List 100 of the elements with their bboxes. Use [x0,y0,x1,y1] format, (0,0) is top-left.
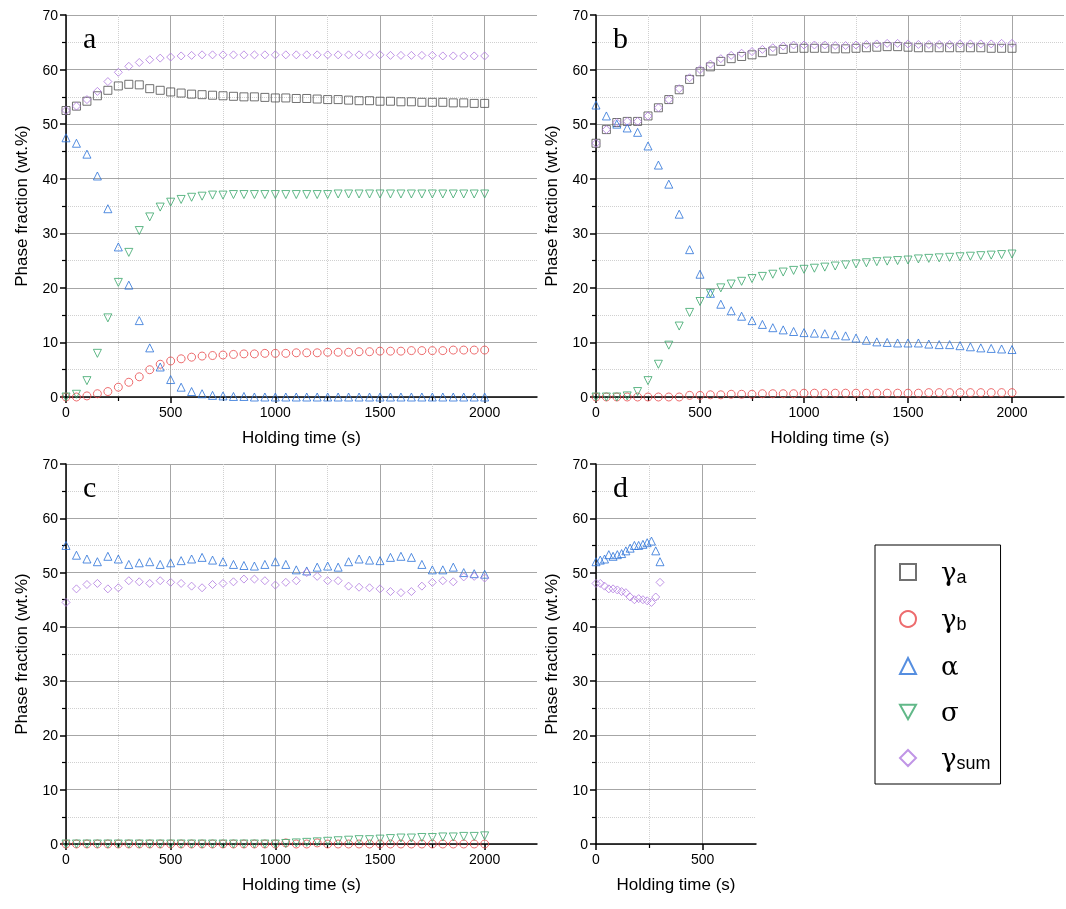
point [249,392,259,402]
point [187,50,197,60]
point [861,335,871,345]
y-tick-label: 70 [572,456,589,472]
point [176,556,186,566]
y-tick-label: 10 [42,781,59,798]
y-tick-label: 50 [42,564,59,581]
legend-label: γa [941,557,968,587]
y-axis-title: Phase fraction (wt.%) [12,573,31,735]
point [82,149,92,159]
point [934,39,944,49]
point [124,559,134,569]
point [312,94,322,104]
point [365,583,375,593]
point [249,349,259,359]
point [459,572,469,582]
point [955,43,965,53]
point [934,340,944,350]
point [124,79,134,89]
point [166,52,176,62]
point [726,54,736,64]
point [427,189,437,199]
point [92,578,102,588]
point [653,359,663,369]
point [882,42,892,52]
point [354,189,364,199]
point [997,344,1007,354]
point [427,577,437,587]
point [427,97,437,107]
point [913,338,923,348]
point [365,835,375,845]
point [945,39,955,49]
point [469,839,479,849]
point [365,189,375,199]
point [642,596,652,606]
chart-title: a [83,20,97,54]
point [260,348,270,358]
point [809,328,819,338]
point [459,189,469,199]
point [986,43,996,53]
point [406,189,416,199]
point [634,540,644,550]
x-tick-label: 1500 [364,851,396,867]
point [872,337,882,347]
point [134,316,144,326]
point [737,311,747,321]
point [176,194,186,204]
point [166,87,176,97]
point [945,388,955,398]
point [747,274,757,284]
point [344,50,354,60]
point [124,61,134,71]
point [281,93,291,103]
point [629,595,639,605]
point [601,111,611,121]
point [197,191,207,201]
point [1007,249,1017,259]
point [955,388,965,398]
point [344,839,354,849]
point [197,90,207,100]
point [480,98,490,108]
y-tick-label: 70 [42,7,59,23]
point [726,306,736,316]
point [365,392,375,402]
point [1007,388,1017,398]
point [634,594,644,604]
point [281,50,291,60]
point [113,554,123,564]
point [417,581,427,591]
point [228,190,238,200]
point [134,372,144,382]
point [406,552,416,562]
point [406,97,416,107]
point [396,833,406,843]
point [406,392,416,402]
point [633,392,643,402]
point [629,540,639,550]
chart-title: d [613,469,628,503]
point [955,341,965,351]
point [113,242,123,252]
point [92,557,102,567]
point [448,577,458,587]
point [924,339,934,349]
point [591,578,601,588]
point [166,356,176,366]
point [333,189,343,199]
point [646,536,656,546]
point [218,557,228,567]
point [396,97,406,107]
point [291,565,301,575]
point [249,92,259,102]
x-axis-title: Holding time (s) [770,428,890,447]
point [281,348,291,358]
point [612,585,622,595]
point [955,252,965,262]
point [82,580,92,590]
point [291,392,301,402]
point [604,584,614,594]
point [302,93,312,103]
point [312,348,322,358]
